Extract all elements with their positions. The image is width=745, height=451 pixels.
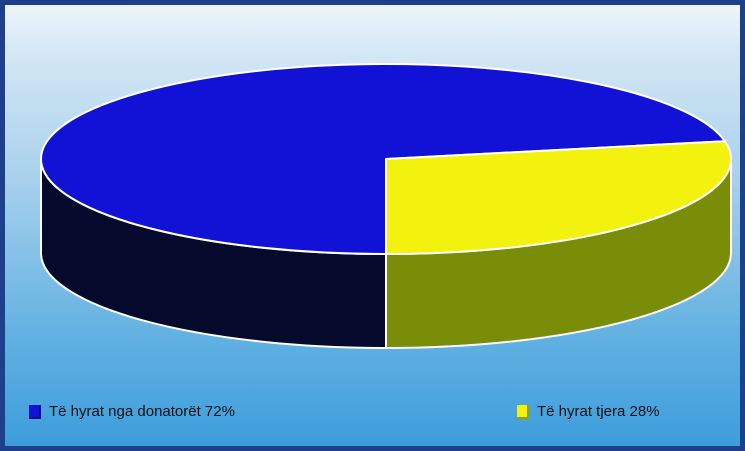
- legend-label-tjera: Të hyrat tjera 28%: [537, 403, 660, 420]
- pie-slice-te-hyrat-nga-donatoret: [40, 63, 726, 255]
- pie-chart: [40, 63, 732, 350]
- pie-tops: [40, 63, 732, 255]
- legend-swatch-tjera: [517, 404, 529, 419]
- pie-slice-te-hyrat-tjera: [385, 140, 732, 255]
- legend-swatch-donatoret: [29, 404, 41, 419]
- legend-label-donatoret: Të hyrat nga donatorët 72%: [49, 403, 235, 420]
- legend-item-donatoret: Të hyrat nga donatorët 72%: [29, 403, 235, 420]
- chart-frame: Të hyrat nga donatorët 72% Të hyrat tjer…: [5, 5, 740, 446]
- legend-item-tjera: Të hyrat tjera 28%: [517, 403, 660, 420]
